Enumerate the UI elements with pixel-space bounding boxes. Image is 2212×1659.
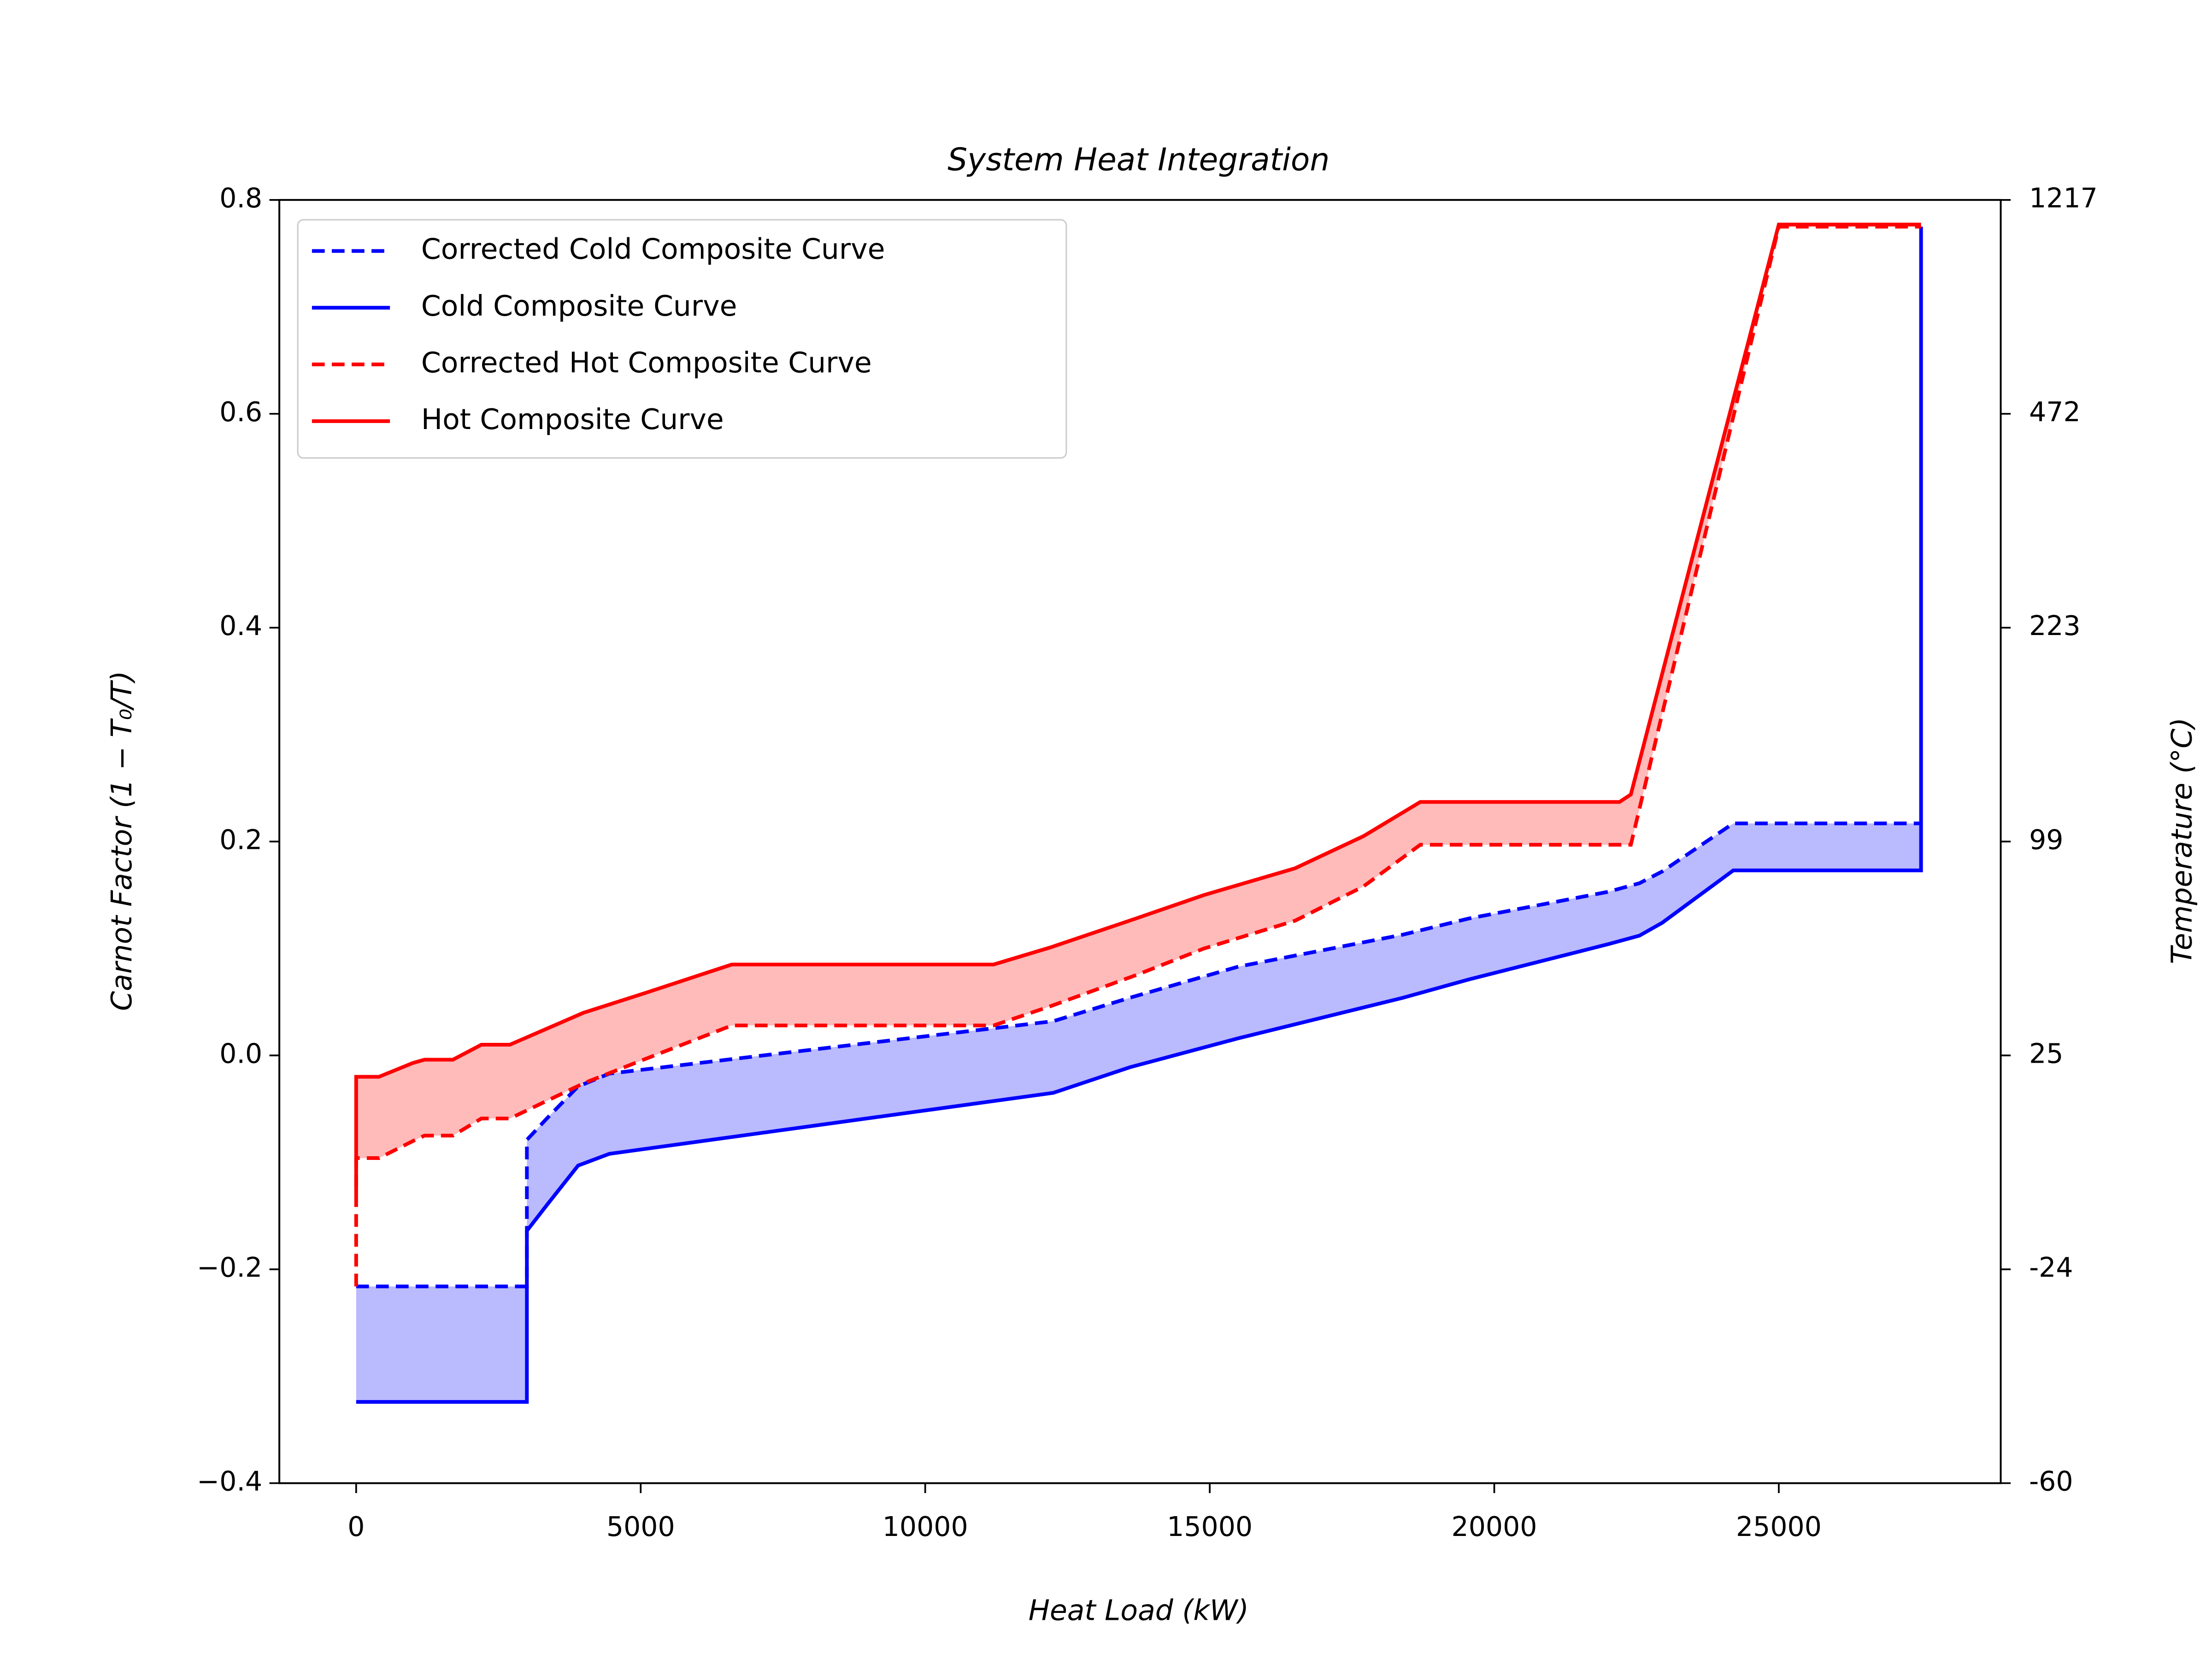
x-tick-label: 15000 <box>1167 1511 1253 1542</box>
lines <box>354 223 1923 1404</box>
y2-tick-label: 472 <box>2029 396 2081 428</box>
y2-tick-label: 25 <box>2029 1038 2063 1069</box>
y-tick-label: 0.6 <box>219 396 262 428</box>
x-tick-label: 20000 <box>1452 1511 1537 1542</box>
x-tick-label: 10000 <box>882 1511 968 1542</box>
y-tick-label: 0.8 <box>219 182 262 214</box>
y-tick-label: 0.2 <box>219 824 262 855</box>
axes: 0 5000 10000 15000 20000 25000 −0.4 −0.2 0.0 0.2 0… <box>197 182 2098 1542</box>
x-tick-label: 0 <box>347 1511 365 1542</box>
legend-label: Corrected Cold Composite Curve <box>421 233 885 266</box>
band-fill <box>356 224 1921 1287</box>
legend-label: Corrected Hot Composite Curve <box>421 346 872 379</box>
band-fill <box>356 226 1921 1402</box>
x-axis-label: Heat Load (kW) <box>1029 1594 1249 1627</box>
series-line <box>354 224 1921 1287</box>
y2-tick-label: 99 <box>2029 824 2063 855</box>
legend-label: Hot Composite Curve <box>421 403 724 436</box>
fills <box>356 224 1921 1402</box>
legend-box <box>297 219 1067 459</box>
series-line <box>354 223 1921 1194</box>
y2-axis-label: Temperature (°C) <box>2165 718 2199 964</box>
series-line <box>356 226 1923 1404</box>
y2-tick-label: -60 <box>2029 1466 2073 1497</box>
x-tick-label: 25000 <box>1736 1511 1822 1542</box>
y2-tick-label: 223 <box>2029 610 2081 641</box>
y-tick-label: 0.0 <box>219 1038 262 1069</box>
y2-tick-label: 1217 <box>2029 182 2098 214</box>
chart-title: System Heat Integration <box>947 141 1330 177</box>
y2-tick-label: -24 <box>2029 1252 2073 1283</box>
legend-label: Cold Composite Curve <box>421 289 737 323</box>
y-tick-label: 0.4 <box>219 610 262 641</box>
y-tick-label: −0.4 <box>197 1466 262 1497</box>
legend: Corrected Cold Composite Curve Cold Compo… <box>297 219 1067 459</box>
x-tick-label: 5000 <box>606 1511 675 1542</box>
y-axis-label: Carnot Factor (1 − T₀/T) <box>105 671 138 1011</box>
y-tick-label: −0.2 <box>197 1252 262 1283</box>
